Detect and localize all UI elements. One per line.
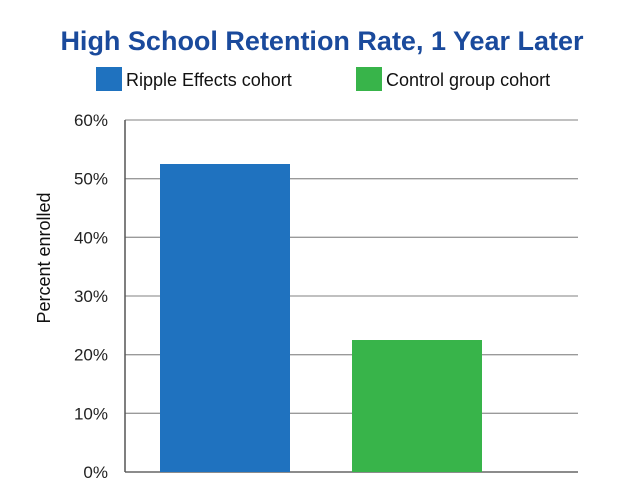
chart-title: High School Retention Rate, 1 Year Later [60,26,584,56]
y-tick-label: 40% [74,228,108,247]
y-tick-label: 10% [74,404,108,423]
legend-swatch [356,67,382,91]
legend-swatch [96,67,122,91]
legend-label: Control group cohort [386,70,550,90]
y-axis-ticks: 0% 10% 20% 30% 40% 50% 60% [74,111,108,482]
bar-ripple-effects [160,164,290,472]
legend-label: Ripple Effects cohort [126,70,292,90]
y-tick-label: 50% [74,170,108,189]
y-tick-label: 60% [74,111,108,130]
bar-control-group [352,340,482,472]
y-tick-label: 30% [74,287,108,306]
legend: Ripple Effects cohort Control group cohor… [96,67,550,91]
bars [160,164,482,472]
y-tick-label: 20% [74,346,108,365]
y-axis-label: Percent enrolled [34,192,54,323]
y-tick-label: 0% [83,463,108,482]
